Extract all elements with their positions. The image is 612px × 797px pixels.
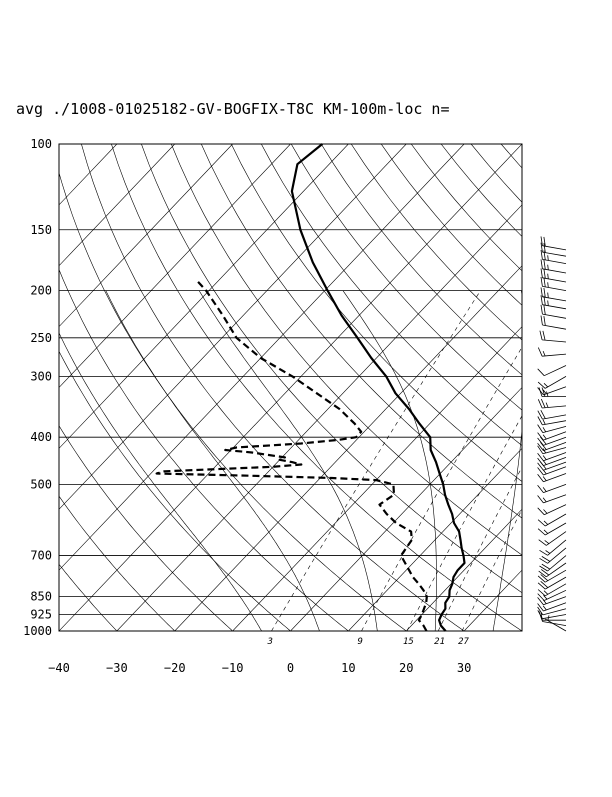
temperature-tick-label: 20 <box>399 661 413 675</box>
wind-barb <box>538 495 566 503</box>
moist-adiabat-line <box>40 291 261 631</box>
dry-adiabat-line <box>351 144 612 631</box>
isotherm-line <box>233 144 612 631</box>
dry-adiabat-line <box>441 144 612 631</box>
pressure-tick-label: 300 <box>30 369 52 383</box>
mixing-ratio-label: 27 <box>458 637 469 647</box>
mixing-ratio-line <box>438 291 612 631</box>
pressure-tick-label: 400 <box>30 430 52 444</box>
isotherm-line <box>117 144 580 631</box>
mixing-ratio-labels: 3 9 15 21 27 <box>266 637 469 647</box>
dry-adiabat-line <box>471 144 612 631</box>
temperature-tick-label: 30 <box>457 661 471 675</box>
mixing-ratio-label: 3 <box>266 637 272 647</box>
dry-adiabat-line <box>0 144 117 631</box>
temperature-tick-label: 0 <box>287 661 294 675</box>
pressure-tick-label: 150 <box>30 223 52 237</box>
wind-barb <box>538 399 566 408</box>
wind-barb <box>538 453 566 461</box>
pressure-tick-label: 850 <box>30 590 52 604</box>
wind-barb <box>540 540 567 555</box>
wind-barb <box>538 610 566 618</box>
isotherm-line <box>348 144 612 631</box>
dry-adiabat-line <box>261 144 612 631</box>
wind-barb <box>541 250 566 264</box>
dry-adiabat-line <box>561 144 612 631</box>
dry-adiabat-line <box>531 144 612 631</box>
temperature-tick-label: 10 <box>341 661 355 675</box>
wind-barb <box>538 366 566 376</box>
wind-barb <box>540 548 567 563</box>
wind-barb <box>540 556 567 571</box>
temperature-tick-label: −20 <box>164 661 186 675</box>
temperature-axis-labels: −40 −30 −20 −10 0 10 20 30 <box>48 661 471 675</box>
isotherm-line <box>0 144 175 631</box>
temperature-tick-label: −10 <box>222 661 244 675</box>
moist-adiabat-line <box>343 291 437 631</box>
wind-barb <box>538 474 566 482</box>
moist-adiabat-line <box>199 291 377 631</box>
pressure-tick-label: 250 <box>30 331 52 345</box>
wind-barb <box>538 484 566 492</box>
dry-adiabat-line <box>0 144 175 631</box>
dewpoint-profile-line <box>157 280 427 631</box>
dry-adiabat-line <box>411 144 612 631</box>
wind-barb <box>538 425 566 433</box>
moist-adiabat-line <box>493 291 526 631</box>
dry-adiabat-line <box>141 144 580 631</box>
dry-adiabat-line <box>51 144 406 631</box>
wind-barb <box>541 277 566 291</box>
pressure-tick-label: 500 <box>30 477 52 491</box>
wind-barb <box>538 514 566 526</box>
isotherm-line <box>0 144 348 631</box>
temperature-tick-label: −40 <box>48 661 70 675</box>
isotherm-line <box>0 144 1 631</box>
mixing-ratio-label: 21 <box>434 637 445 647</box>
pressure-tick-label: 925 <box>30 608 52 622</box>
pressure-tick-label: 100 <box>30 137 52 151</box>
dry-adiabat-line <box>231 144 612 631</box>
isotherm-line <box>1 144 464 631</box>
isotherm-line <box>580 144 612 631</box>
wind-barb <box>538 446 566 454</box>
chart-title: avg ./1008-01025182-GV-BOGFIX-T8C KM-100… <box>16 100 449 118</box>
background-grid <box>0 144 612 631</box>
wind-barb <box>538 376 566 388</box>
temperature-tick-label: −30 <box>106 661 128 675</box>
wind-barb <box>538 523 566 535</box>
pressure-axis-labels: 100 150 200 250 300 400 500 700 850 925 1000 <box>23 137 52 638</box>
wind-barb <box>540 331 566 342</box>
mixing-ratio-line <box>362 291 556 631</box>
wind-barb <box>538 577 566 589</box>
dry-adiabat-line <box>501 144 612 631</box>
isotherm-line <box>59 144 522 631</box>
isotherm-line <box>0 144 117 631</box>
wind-barb <box>538 410 566 419</box>
pressure-tick-label: 700 <box>30 549 52 563</box>
dry-adiabat-line <box>381 144 612 631</box>
mixing-ratio-label: 9 <box>357 637 362 647</box>
pressure-tick-label: 1000 <box>23 624 52 638</box>
pressure-tick-label: 200 <box>30 284 52 298</box>
dry-adiabat-line <box>321 144 612 631</box>
wind-barb <box>538 505 566 515</box>
wind-barb <box>538 348 566 357</box>
isotherm-line <box>522 144 612 631</box>
wind-barbs <box>538 236 566 631</box>
wind-barb <box>538 570 566 582</box>
profile-lines <box>157 144 465 631</box>
temperature-profile-line <box>292 144 465 631</box>
dry-adiabat-line <box>81 144 464 631</box>
isotherm-line <box>0 144 406 631</box>
mixing-ratio-label: 15 <box>403 637 414 647</box>
